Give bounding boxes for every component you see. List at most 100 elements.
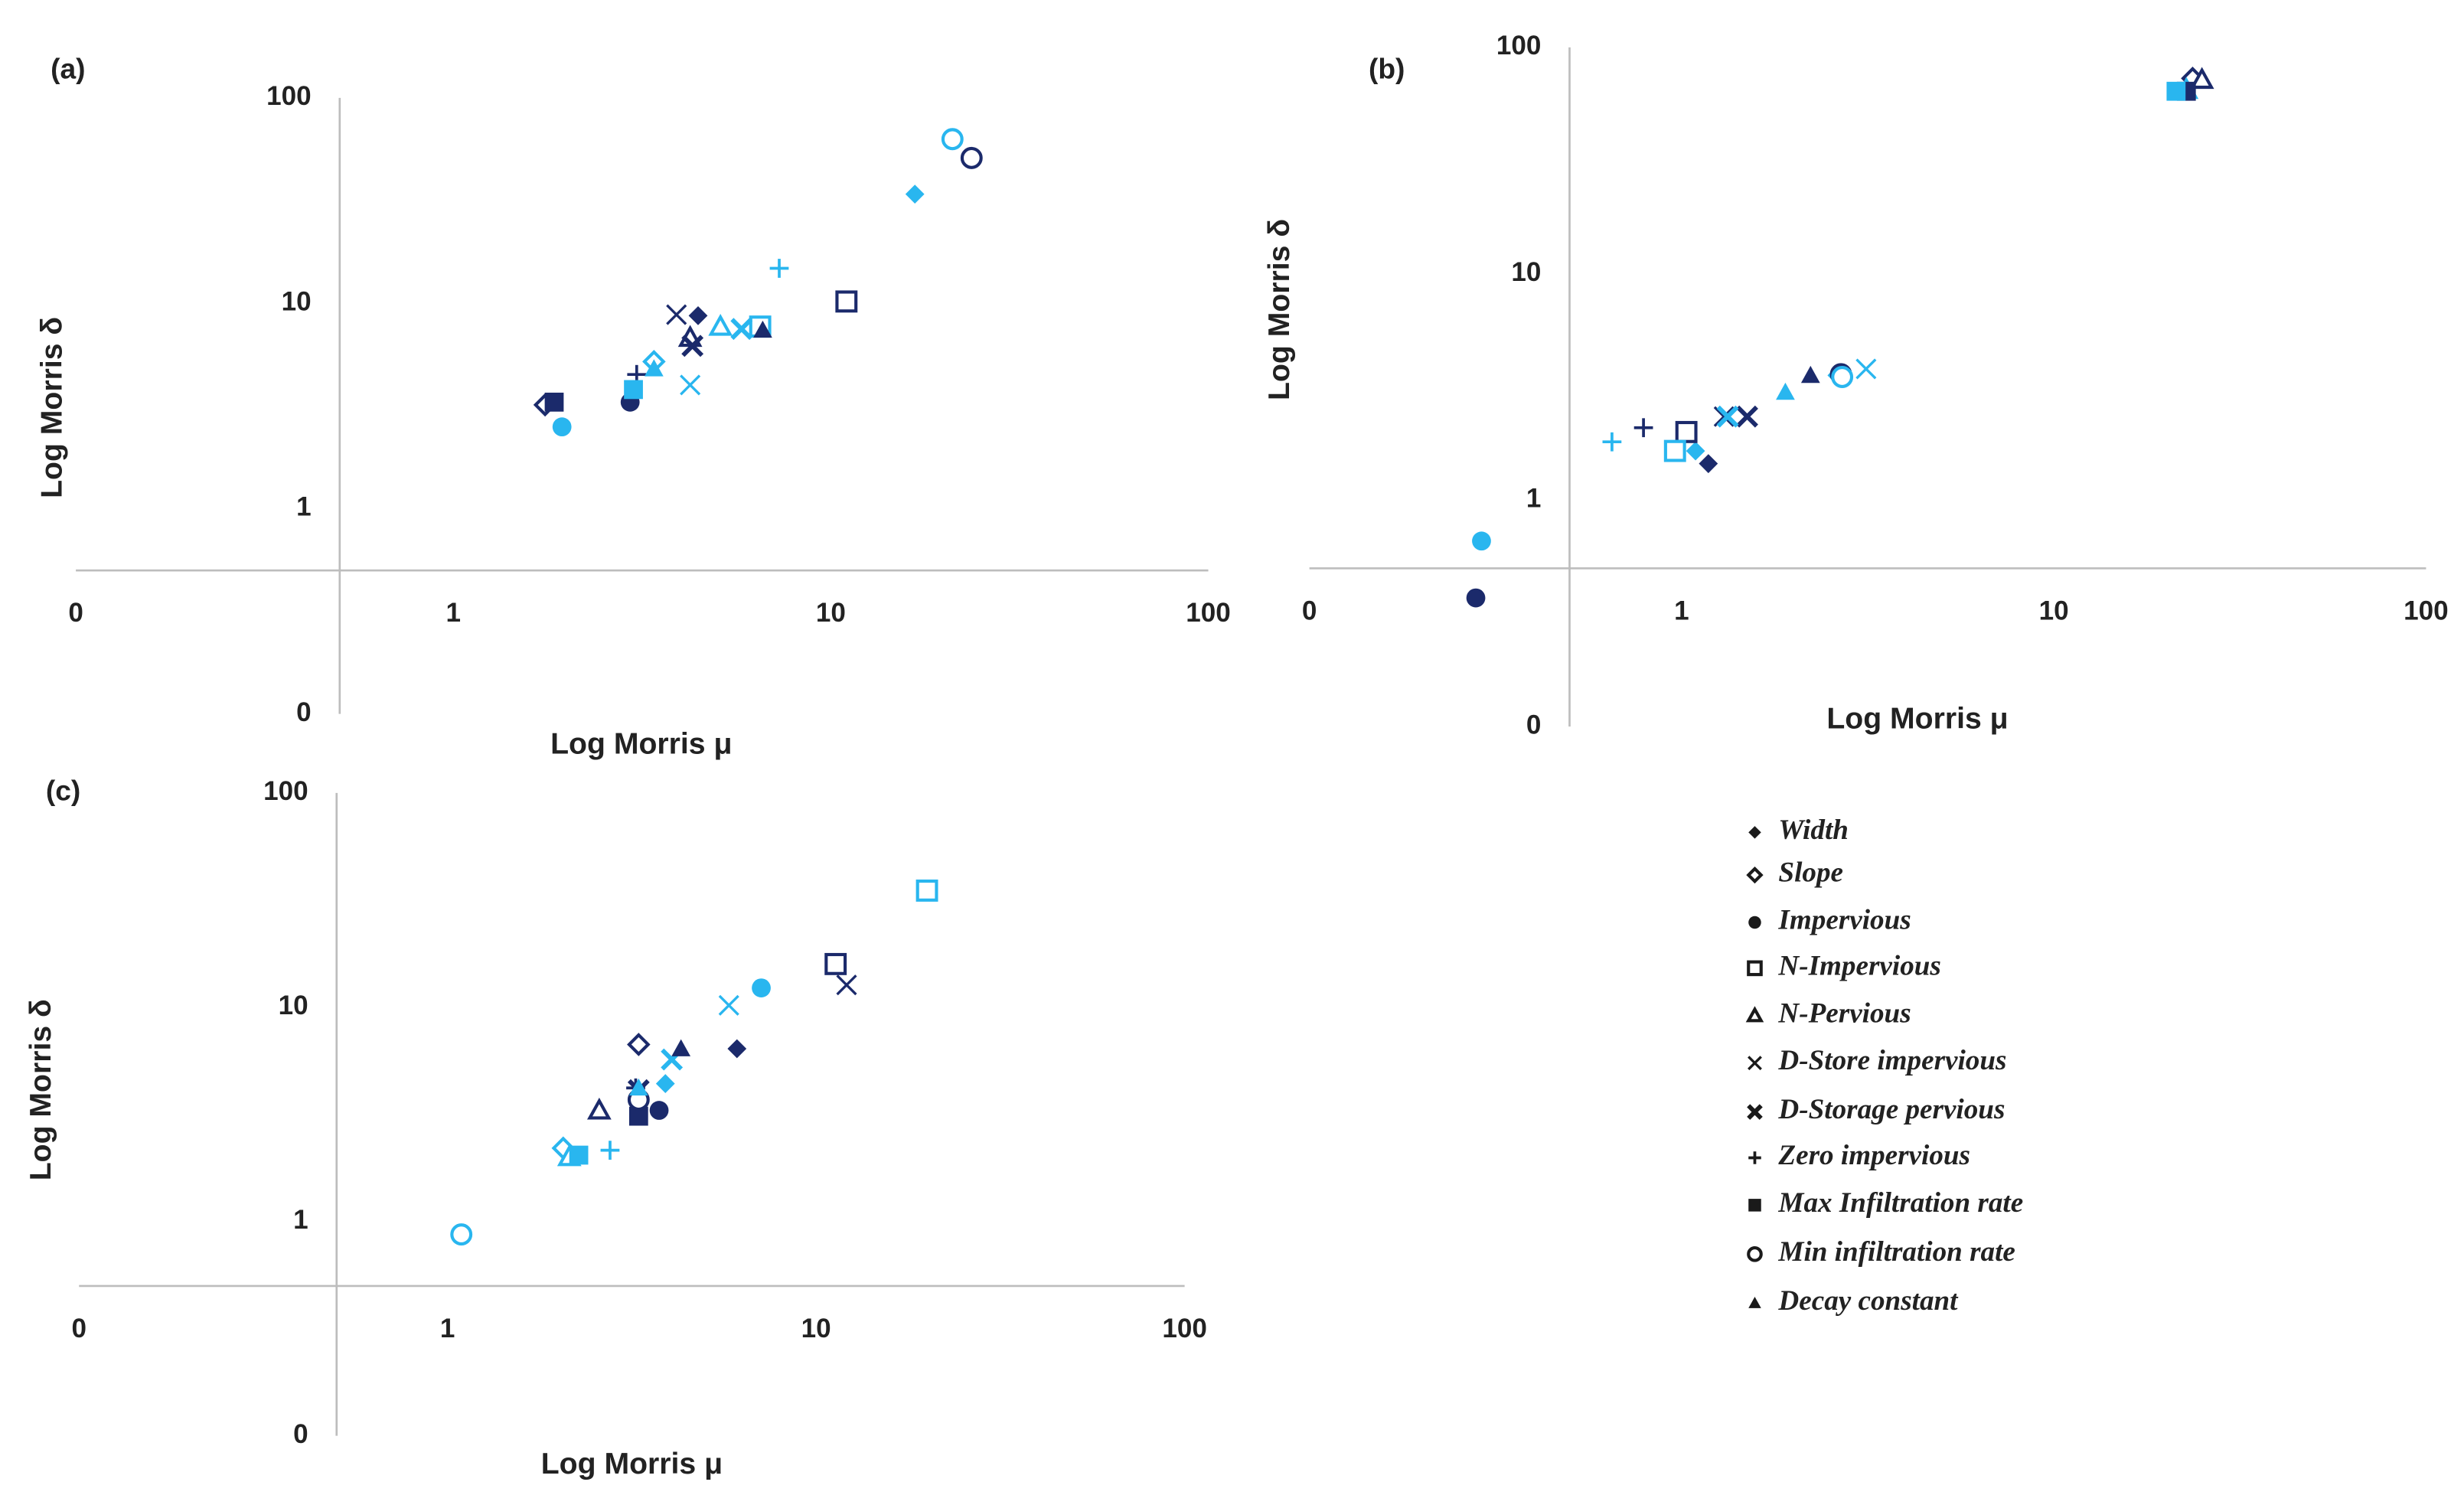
marker-shape: [1748, 916, 1761, 929]
x-tick-label: 0: [71, 1314, 86, 1343]
marker: [666, 304, 687, 325]
marker-shape: [1466, 588, 1486, 608]
marker-shape: [1831, 366, 1854, 388]
marker-shape: [649, 1101, 669, 1120]
marker: [1800, 365, 1820, 384]
marker-shape: [1663, 439, 1686, 462]
marker-shape: [1736, 405, 1758, 428]
marker-shape: [941, 128, 964, 151]
y-tick-label: 0: [296, 697, 312, 727]
marker: [671, 1039, 691, 1056]
marker: [1747, 1246, 1763, 1262]
y-tick-label: 10: [279, 991, 308, 1020]
marker: [1747, 1104, 1763, 1120]
x-tick-label: 1: [445, 598, 461, 628]
marker: [552, 417, 572, 437]
legend-label: N-Pervious: [1777, 997, 1911, 1029]
marker: [1747, 960, 1763, 977]
marker-shape: [1748, 826, 1761, 839]
y-tick-label: 100: [1496, 31, 1542, 60]
marker-shape: [666, 304, 687, 325]
marker: [727, 1039, 747, 1059]
marker: [1855, 358, 1877, 380]
marker: [730, 318, 753, 341]
marker-shape: [905, 184, 925, 204]
marker: [905, 184, 925, 204]
panel-label: (b): [1369, 53, 1405, 85]
marker: [2166, 81, 2186, 101]
marker-shape: [824, 952, 847, 975]
x-tick-label: 0: [1302, 596, 1317, 625]
marker: [450, 1223, 473, 1246]
marker: [836, 974, 857, 996]
marker-shape: [1699, 454, 1718, 474]
marker: [628, 1078, 648, 1096]
legend-label: D-Storage pervious: [1777, 1094, 2005, 1125]
y-tick-label: 1: [1526, 484, 1542, 514]
y-axis-title: Log Morris δ: [24, 999, 57, 1180]
legend-label: N-Impervious: [1777, 950, 1940, 981]
marker: [1748, 1199, 1761, 1212]
marker: [1831, 366, 1854, 388]
legend-label: Impervious: [1777, 905, 1911, 936]
legend-label: Width: [1778, 814, 1848, 846]
x-tick-label: 1: [440, 1314, 455, 1343]
marker: [1716, 405, 1739, 428]
marker-shape: [450, 1223, 473, 1246]
legend-label: Min infiltration rate: [1777, 1236, 2015, 1268]
marker-shape: [1748, 1199, 1761, 1212]
y-tick-label: 1: [293, 1205, 308, 1235]
marker: [644, 359, 664, 377]
legend-label: Slope: [1778, 857, 1843, 889]
marker: [718, 994, 739, 1016]
y-tick-label: 10: [282, 286, 312, 316]
marker-shape: [1746, 866, 1764, 884]
marker: [624, 380, 643, 400]
marker: [688, 306, 708, 325]
x-axis-title: Log Morris μ: [1826, 702, 2008, 735]
marker-shape: [1713, 406, 1735, 427]
marker-shape: [727, 1039, 747, 1059]
marker: [1675, 420, 1698, 443]
x-tick-label: 100: [1186, 598, 1231, 628]
marker-shape: [752, 978, 771, 997]
x-tick-label: 0: [68, 598, 83, 628]
marker-shape: [1675, 420, 1698, 443]
marker-shape: [1855, 358, 1877, 380]
x-axis-title: Log Morris μ: [550, 727, 732, 760]
marker-shape: [1747, 960, 1763, 977]
marker: [835, 290, 858, 313]
marker-shape: [671, 1039, 691, 1056]
marker: [1466, 588, 1486, 608]
y-tick-label: 100: [266, 81, 312, 111]
marker-shape: [2189, 67, 2214, 90]
marker-shape: [730, 318, 753, 341]
marker: [960, 146, 983, 169]
marker-shape: [1776, 382, 1795, 400]
marker: [824, 952, 847, 975]
marker: [752, 978, 771, 997]
y-tick-label: 10: [1511, 257, 1541, 287]
marker: [649, 1101, 669, 1120]
marker: [753, 320, 772, 338]
legend-label: Zero impervious: [1777, 1140, 1970, 1171]
marker-shape: [1748, 1297, 1761, 1308]
marker-shape: [569, 1145, 589, 1165]
marker: [680, 374, 701, 396]
marker: [1699, 454, 1718, 474]
marker-shape: [1747, 1104, 1763, 1120]
marker: [627, 1033, 651, 1056]
marker: [2189, 67, 2214, 90]
marker-shape: [644, 359, 664, 377]
marker: [1602, 432, 1622, 452]
marker-shape: [835, 290, 858, 313]
marker-shape: [708, 313, 733, 336]
marker: [655, 1074, 675, 1093]
marker: [569, 1145, 589, 1165]
y-tick-label: 0: [1526, 710, 1542, 739]
marker-shape: [753, 320, 772, 338]
legend-label: Max Infiltration rate: [1777, 1187, 2023, 1219]
marker-shape: [1747, 1246, 1763, 1262]
marker-shape: [586, 1097, 612, 1120]
